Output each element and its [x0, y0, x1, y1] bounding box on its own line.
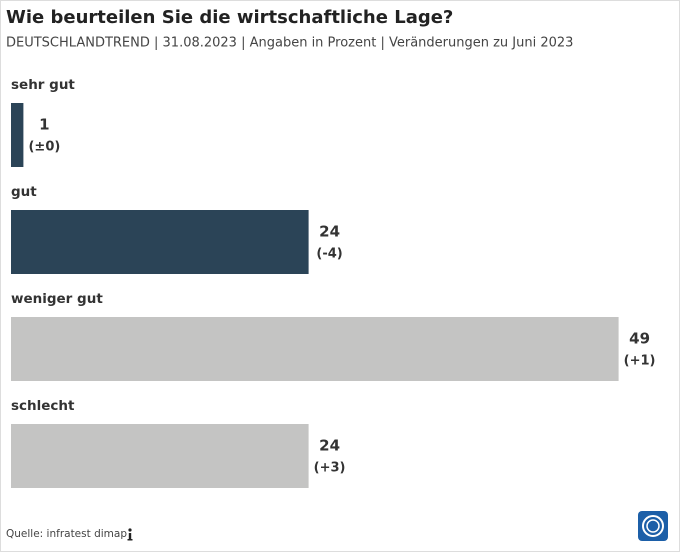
change-label: (-4): [316, 247, 342, 262]
change-label: (±0): [28, 140, 60, 155]
change-label: (+3): [314, 461, 346, 476]
value-label: 49: [629, 330, 650, 348]
category-label: sehr gut: [11, 77, 75, 93]
value-label: 1: [39, 116, 49, 134]
chart-title: Wie beurteilen Sie die wirtschaftliche L…: [6, 7, 453, 28]
value-label: 24: [319, 437, 340, 455]
category-label: schlecht: [11, 398, 75, 414]
info-icon[interactable]: [127, 528, 133, 541]
category-label: weniger gut: [11, 291, 103, 307]
bar: [11, 210, 309, 274]
source: Quelle: infratest dimap: [6, 528, 127, 540]
bar: [11, 103, 24, 167]
category-label: gut: [11, 184, 37, 200]
bar: [11, 317, 619, 381]
chart-subtitle: DEUTSCHLANDTREND | 31.08.2023 | Angaben …: [6, 36, 573, 51]
value-label: 24: [319, 223, 340, 241]
logo: [638, 511, 668, 541]
change-label: (+1): [624, 354, 656, 369]
bar: [11, 424, 309, 488]
